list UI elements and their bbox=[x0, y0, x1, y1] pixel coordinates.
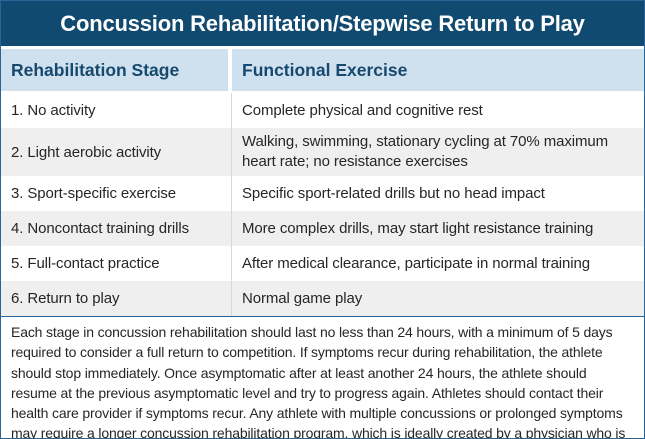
exercise-cell: More complex drills, may start light res… bbox=[242, 219, 594, 237]
column-header-stage: Rehabilitation Stage bbox=[1, 49, 228, 91]
stage-cell: 1. No activity bbox=[1, 93, 232, 128]
stage-cell: 6. Return to play bbox=[1, 281, 232, 316]
stage-cell: 3. Sport-specific exercise bbox=[1, 176, 232, 211]
table-header-row: Rehabilitation Stage Functional Exercise bbox=[1, 49, 644, 91]
exercise-cell: Walking, swimming, stationary cycling at… bbox=[242, 133, 609, 170]
exercise-cell: Complete physical and cognitive rest bbox=[242, 101, 483, 119]
title-divider bbox=[1, 46, 644, 49]
table-row: 2. Light aerobic activity Walking, swimm… bbox=[1, 128, 644, 176]
footer-note: Each stage in concussion rehabilitation … bbox=[1, 317, 644, 438]
table-row: 1. No activity Complete physical and cog… bbox=[1, 93, 644, 128]
exercise-cell: Normal game play bbox=[242, 289, 363, 307]
exercise-cell: Specific sport-related drills but no hea… bbox=[242, 184, 545, 202]
table-row: 3. Sport-specific exercise Specific spor… bbox=[1, 176, 644, 211]
column-header-exercise: Functional Exercise bbox=[232, 49, 644, 91]
header-divider bbox=[1, 91, 644, 93]
table-row: 5. Full-contact practice After medical c… bbox=[1, 246, 644, 281]
stage-cell: 2. Light aerobic activity bbox=[1, 128, 232, 176]
stage-cell: 4. Noncontact training drills bbox=[1, 211, 232, 246]
stage-cell: 5. Full-contact practice bbox=[1, 246, 232, 281]
table-row: 4. Noncontact training drills More compl… bbox=[1, 211, 644, 246]
page-title: Concussion Rehabilitation/Stepwise Retur… bbox=[1, 1, 644, 46]
exercise-cell: After medical clearance, participate in … bbox=[242, 254, 591, 272]
footer-divider bbox=[1, 316, 644, 317]
table-row: 6. Return to play Normal game play bbox=[1, 281, 644, 316]
